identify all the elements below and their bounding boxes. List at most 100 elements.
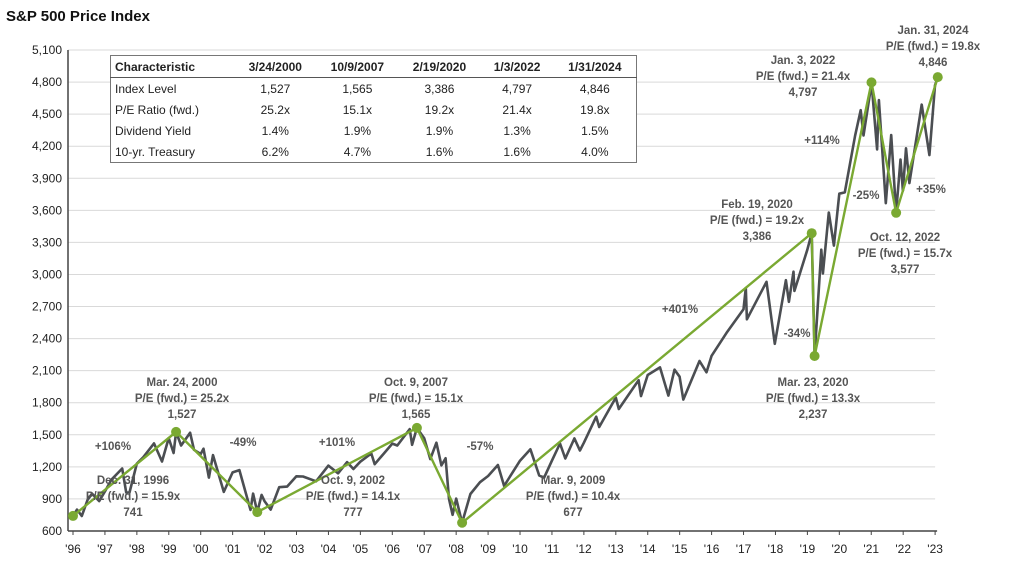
table-cell: 1.6% (425, 144, 454, 159)
annotation-pe: P/E (fwd.) = 15.7x (857, 248, 953, 260)
x-tick-label: '06 (384, 542, 400, 556)
x-tick-label: '13 (608, 542, 624, 556)
table-cell: P/E Ratio (fwd.) (115, 102, 200, 117)
turning-point-marker (866, 77, 877, 88)
y-tick-label: 3,900 (32, 171, 62, 185)
point-annotation: Oct. 9, 2007 P/E (fwd.) = 15.1x 1,565 (369, 375, 463, 423)
table-row: Index Level 1,527 1,565 3,386 4,797 4,846 (111, 78, 637, 100)
table-cell: 4,846 (579, 81, 610, 96)
y-tick-label: 3,600 (32, 203, 62, 217)
x-tick-label: '19 (800, 542, 816, 556)
annotation-level: 4,846 (918, 57, 948, 69)
annotation-date: Oct. 12, 2022 (869, 232, 941, 244)
annotation-level: 3,386 (742, 231, 772, 243)
point-annotation: Jan. 3, 2022 P/E (fwd.) = 21.4x 4,797 (756, 53, 850, 101)
percent-change-label: +106% (94, 441, 132, 453)
table-cell: 1,527 (260, 81, 291, 96)
x-tick-label: '20 (831, 542, 847, 556)
y-tick-label: 2,100 (32, 364, 62, 378)
annotation-pe: P/E (fwd.) = 19.8x (885, 41, 981, 53)
characteristics-table: Characteristic 3/24/2000 10/9/2007 2/19/202… (110, 55, 637, 163)
index-line (71, 76, 940, 525)
table-cell: 25.2x (260, 102, 290, 117)
annotation-date: Jan. 3, 2022 (770, 55, 836, 67)
percent-change-label: +114% (804, 135, 840, 147)
table-header-cell: 2/19/2020 (398, 55, 481, 78)
percent-change-label: -57% (466, 441, 494, 453)
annotation-level: 777 (343, 507, 363, 519)
annotation-level: 2,237 (798, 409, 828, 421)
point-annotation: Jan. 31, 2024 P/E (fwd.) = 19.8x 4,846 (886, 23, 980, 71)
table-cell: 1.9% (425, 123, 454, 138)
table-cell: 1.9% (343, 123, 372, 138)
y-tick-label: 600 (42, 524, 62, 538)
annotation-pe: P/E (fwd.) = 13.3x (765, 393, 861, 405)
turning-point-marker (171, 426, 182, 437)
table-row: P/E Ratio (fwd.) 25.2x 15.1x 19.2x 21.4x 19.8… (111, 99, 637, 120)
table-cell: 21.4x (502, 102, 532, 117)
table-cell: 6.2% (261, 144, 289, 159)
percent-change-label: -49% (229, 437, 257, 449)
x-tick-label: '15 (672, 542, 688, 556)
x-tick-label: '97 (97, 542, 113, 556)
table-cell: 19.2x (424, 102, 455, 117)
table-cell: 1.5% (581, 123, 609, 138)
turning-point-marker (68, 510, 78, 521)
annotation-pe: P/E (fwd.) = 19.2x (709, 215, 805, 227)
table-cell: 1.6% (503, 144, 531, 159)
x-tick-label: '17 (736, 542, 752, 556)
annotation-level: 677 (563, 507, 583, 519)
x-tick-label: '02 (257, 542, 273, 556)
point-annotation: Mar. 23, 2020 P/E (fwd.) = 13.3x 2,237 (766, 375, 860, 423)
annotation-pe: P/E (fwd.) = 14.1x (305, 491, 401, 503)
table-header-cell: 1/3/2022 (480, 55, 554, 78)
x-tick-label: '04 (321, 542, 337, 556)
x-tick-label: '08 (448, 542, 464, 556)
x-tick-label: '22 (895, 542, 911, 556)
annotation-date: Jan. 31, 2024 (897, 25, 969, 37)
y-tick-label: 4,500 (32, 107, 62, 121)
point-annotation: Feb. 19, 2020 P/E (fwd.) = 19.2x 3,386 (710, 197, 804, 245)
table-header-cell: 10/9/2007 (316, 55, 399, 78)
annotation-pe: P/E (fwd.) = 15.9x (85, 491, 181, 503)
table-cell: 19.8x (580, 102, 610, 117)
x-tick-label: '98 (129, 542, 145, 556)
turning-point-marker (457, 517, 468, 528)
y-tick-label: 3,000 (32, 267, 62, 281)
table-cell: Index Level (115, 81, 177, 96)
x-tick-label: '16 (704, 542, 720, 556)
x-tick-label: '00 (193, 542, 209, 556)
table-row: Dividend Yield 1.4% 1.9% 1.9% 1.3% 1.5% (111, 120, 637, 141)
y-tick-label: 1,500 (32, 428, 62, 442)
y-tick-label: 1,200 (32, 460, 62, 474)
table-header-row: Characteristic 3/24/2000 10/9/2007 2/19/202… (110, 55, 637, 78)
percent-change-label: -25% (852, 190, 880, 202)
y-tick-label: 2,700 (32, 300, 62, 314)
table-cell: 1.4% (261, 123, 289, 138)
annotation-pe: P/E (fwd.) = 10.4x (525, 491, 621, 503)
table-header-cell: 1/31/2024 (553, 55, 637, 78)
annotation-date: Feb. 19, 2020 (721, 199, 793, 211)
turning-point-marker (252, 507, 263, 518)
x-tick-label: '01 (225, 542, 241, 556)
table-cell: 10-yr. Treasury (115, 144, 196, 159)
y-tick-label: 4,200 (32, 139, 62, 153)
annotation-level: 4,797 (788, 87, 818, 99)
y-tick-label: 4,800 (32, 75, 62, 89)
turning-point-marker (806, 228, 817, 239)
table-cell: 4,797 (502, 81, 533, 96)
x-tick-label: '05 (353, 542, 369, 556)
annotation-date: Mar. 9, 2009 (540, 475, 606, 487)
y-tick-label: 5,100 (32, 43, 62, 57)
x-tick-label: '14 (640, 542, 656, 556)
trend-line (72, 76, 939, 525)
x-tick-label: '96 (65, 542, 81, 556)
table-cell: 15.1x (342, 102, 373, 117)
annotation-level: 1,527 (167, 409, 197, 421)
table-cell: 4.0% (581, 144, 609, 159)
turning-point-marker (891, 207, 902, 218)
percent-change-label: -34% (783, 328, 811, 340)
x-tick-label: '12 (576, 542, 592, 556)
